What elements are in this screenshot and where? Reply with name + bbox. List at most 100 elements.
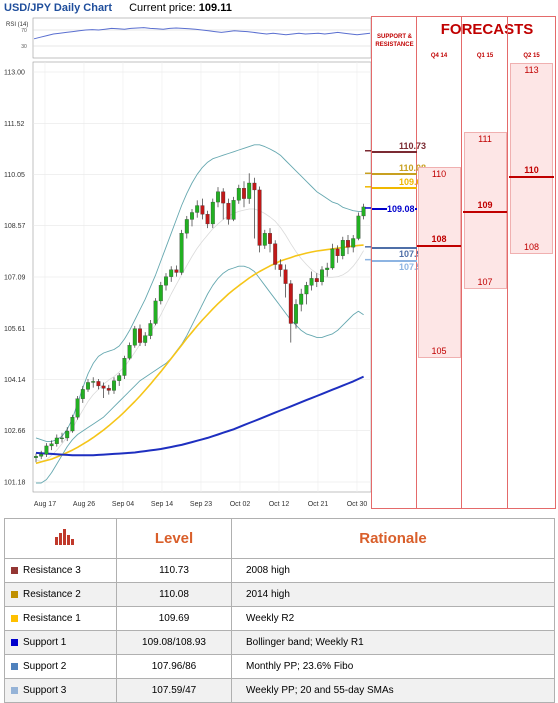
forecast-high-label: 111	[478, 134, 492, 145]
candle-body	[205, 214, 210, 225]
forecast-quarter-column: Q1 15 111 109 107	[463, 17, 508, 508]
candle-body	[127, 345, 132, 359]
candle-body	[49, 443, 54, 447]
sr-label: 110.73	[399, 140, 427, 151]
level-color-swatch	[11, 662, 18, 670]
candle-body	[169, 269, 174, 277]
y-tick-label: 108.57	[4, 223, 26, 230]
sr-label: 109.69	[399, 176, 427, 187]
candle-body	[216, 191, 220, 203]
bollinger-upper-line	[35, 144, 364, 442]
candle-body	[252, 182, 257, 191]
sr-label: 107.96	[399, 248, 427, 259]
x-tick-label: Aug 17	[34, 501, 56, 508]
chart-title: USD/JPY Daily Chart	[4, 2, 113, 14]
candle-body	[320, 269, 324, 283]
current-price-label: Current price:	[129, 2, 196, 14]
sr-line	[372, 150, 417, 153]
level-name-cell: Support 1	[4, 630, 117, 655]
candle-body	[325, 267, 330, 270]
y-tick-label: 113.00	[4, 70, 25, 77]
candle-body	[117, 375, 122, 381]
bar-chart-icon	[54, 528, 74, 545]
candle-body	[247, 182, 252, 199]
forecast-mid-label: 110	[524, 165, 539, 176]
quarter-label: Q2 15	[523, 53, 540, 59]
forecast-low-label: 108	[523, 242, 540, 253]
y-tick-label: 104.14	[4, 377, 26, 384]
level-rationale: 2014 high	[231, 582, 555, 607]
sr-line	[372, 186, 417, 189]
table-row: Resistance 2 110.08 2014 high	[4, 582, 555, 607]
candle-body	[138, 328, 142, 343]
candle-body	[91, 381, 96, 383]
candle-body	[158, 285, 163, 302]
candle-body	[174, 269, 179, 273]
candle-body	[351, 238, 356, 248]
sr-line	[372, 173, 417, 176]
table-header-level: Level	[116, 518, 232, 559]
level-color-swatch	[11, 638, 18, 646]
candle-body	[148, 323, 153, 336]
level-name-cell: Resistance 1	[4, 606, 117, 631]
sr-line	[372, 259, 417, 262]
support-resistance-column: SUPPORT & RESISTANCE 110.73 110.08 109.69 1…	[372, 17, 427, 508]
bollinger-lower-line	[36, 265, 364, 484]
sr-line	[372, 246, 417, 249]
sr-label: 107.59	[399, 261, 427, 272]
candle-body	[195, 205, 200, 213]
forecast-range-box	[510, 63, 553, 255]
y-tick-label: 102.66	[4, 428, 26, 435]
candle-body	[200, 205, 205, 215]
rsi-tick-label: 70	[21, 28, 27, 34]
rsi-tick-label: 30	[21, 44, 27, 50]
level-name-cell: Support 2	[4, 654, 117, 679]
level-rationale: Bollinger band; Weekly R1	[231, 630, 555, 655]
table-header-icon-cell	[4, 518, 117, 559]
candle-body	[283, 269, 288, 284]
forecast-quarter-column: Q4 14 110 108 105	[417, 17, 462, 508]
level-rationale: Monthly PP; 23.6% Fibo	[231, 654, 555, 679]
candle-body	[143, 335, 148, 343]
candle-body	[210, 201, 215, 225]
forecast-mid-label: 109	[477, 199, 493, 210]
candle-body	[231, 200, 236, 220]
candle-body	[132, 328, 137, 346]
level-rationale: Weekly R2	[231, 606, 555, 631]
candle-body	[80, 389, 85, 399]
level-value: 110.73	[116, 558, 232, 583]
candle-body	[288, 283, 293, 324]
x-tick-label: Sep 23	[190, 501, 212, 508]
candle-body	[340, 240, 345, 256]
candle-body	[314, 278, 319, 283]
forecast-mid-line	[463, 210, 507, 213]
sr-label: 109.08	[387, 203, 415, 214]
level-value: 107.96/86	[116, 654, 232, 679]
level-name: Support 1	[23, 637, 67, 648]
level-name-cell: Resistance 2	[4, 582, 117, 607]
rsi-line	[33, 27, 371, 40]
level-name: Support 2	[23, 661, 67, 672]
forecast-range-box	[464, 132, 507, 290]
level-name: Resistance 2	[23, 589, 81, 600]
forecast-high-label: 113	[524, 65, 539, 75]
level-value: 109.69	[116, 606, 232, 631]
candle-body	[294, 304, 298, 324]
forecast-mid-line	[509, 176, 554, 179]
x-tick-label: Oct 12	[269, 501, 290, 508]
forecast-mid-line	[417, 245, 461, 248]
table-row: Resistance 3 110.73 2008 high	[4, 558, 555, 583]
forecast-low-label: 105	[431, 346, 447, 357]
x-tick-label: Sep 14	[151, 501, 173, 508]
quarter-label: Q1 15	[476, 53, 494, 59]
level-color-swatch	[11, 686, 18, 694]
candle-body	[153, 300, 158, 324]
candle-body	[257, 189, 262, 246]
current-price-value: 109.11	[198, 2, 232, 14]
rsi-panel	[32, 17, 372, 59]
sma-20-line	[35, 208, 364, 462]
level-color-swatch	[11, 590, 18, 598]
quarter-label: Q4 14	[430, 53, 448, 59]
candle-body	[190, 212, 194, 220]
candle-body	[112, 380, 116, 391]
